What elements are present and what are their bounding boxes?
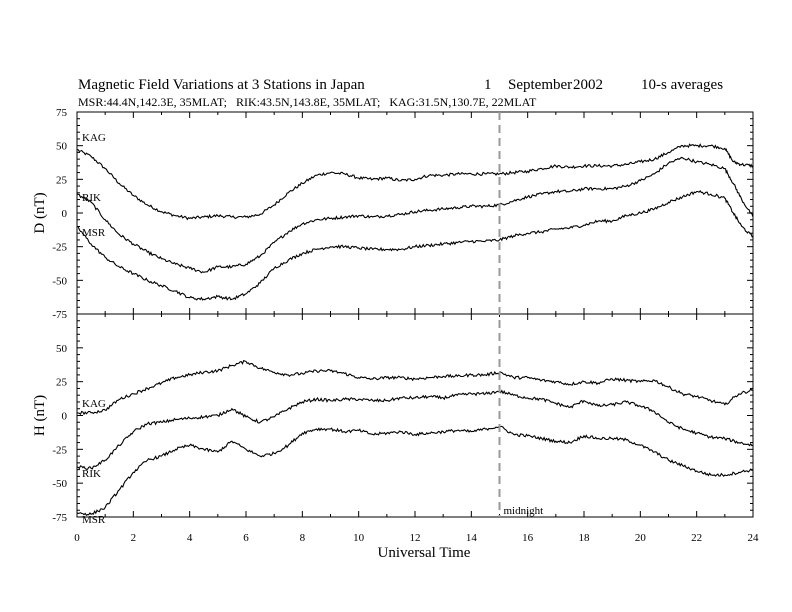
x-tick-label: 12	[410, 532, 421, 544]
y-tick-label: 50	[56, 343, 68, 355]
series-label-msr: MSR	[82, 227, 106, 239]
panel-frame	[76, 111, 754, 315]
series-line-kag	[76, 359, 754, 416]
series-label-kag: KAG	[82, 132, 106, 144]
series-label-rik: RIK	[82, 192, 101, 204]
declination-panel: 75 50 25 0 -25 -50 -75 D (nT) KAG RIK MSR	[32, 107, 754, 321]
x-tick-label: 10	[353, 532, 365, 544]
x-tick-label: 8	[300, 532, 306, 544]
chart-title: Magnetic Field Variations at 3 Stations …	[78, 77, 365, 93]
y-tick-label: -50	[52, 275, 67, 287]
series-line-kag	[76, 143, 754, 221]
series-label-rik: RIK	[82, 468, 101, 480]
y-tick-label: -25	[52, 444, 67, 456]
y-tick-label: 25	[56, 377, 68, 389]
x-tick-label: 2	[131, 532, 137, 544]
x-tick-label: 0	[74, 532, 80, 544]
horizontal-panel: 50 25 0 -25 -50 -75 H (nT) KAG RIK MSR	[32, 313, 754, 526]
x-tick-label: 18	[579, 532, 591, 544]
series-label-msr: MSR	[82, 514, 106, 526]
x-tick-label: 16	[522, 532, 534, 544]
panel-frame	[76, 313, 754, 518]
y-axis-label: D (nT)	[32, 192, 48, 233]
series-line-msr	[76, 190, 754, 301]
averaging-label: 10-s averages	[641, 77, 723, 93]
y-tick-label: -25	[52, 242, 67, 254]
x-tick-label: 22	[691, 532, 702, 544]
y-tick-label: 0	[62, 208, 68, 220]
y-tick-label: 0	[62, 411, 68, 423]
stations-subtitle: MSR:44.4N,142.3E, 35MLAT; RIK:43.5N,143.…	[78, 95, 537, 109]
y-tick-label: 75	[56, 107, 68, 119]
y-tick-label: 25	[56, 174, 68, 186]
date-year: 2002	[573, 77, 603, 93]
y-tick-label: -75	[52, 309, 67, 321]
x-tick-label: 4	[187, 532, 193, 544]
y-tick-label: -75	[52, 512, 67, 524]
x-axis-label: Universal Time	[378, 545, 471, 561]
y-axis-label: H (nT)	[32, 395, 48, 436]
midnight-marker-label: midnight	[504, 505, 544, 517]
date-month: September	[508, 77, 572, 93]
series-line-rik	[76, 389, 754, 470]
x-tick-label: 24	[748, 532, 760, 544]
date-day: 1	[484, 77, 492, 93]
series-line-rik	[76, 156, 754, 274]
x-tick-label: 6	[243, 532, 249, 544]
y-tick-label: -50	[52, 478, 67, 490]
series-label-kag: KAG	[82, 398, 106, 410]
series-line-msr	[76, 425, 754, 517]
x-tick-label: 14	[466, 532, 478, 544]
y-tick-label: 50	[56, 141, 68, 153]
x-tick-label: 20	[635, 532, 647, 544]
